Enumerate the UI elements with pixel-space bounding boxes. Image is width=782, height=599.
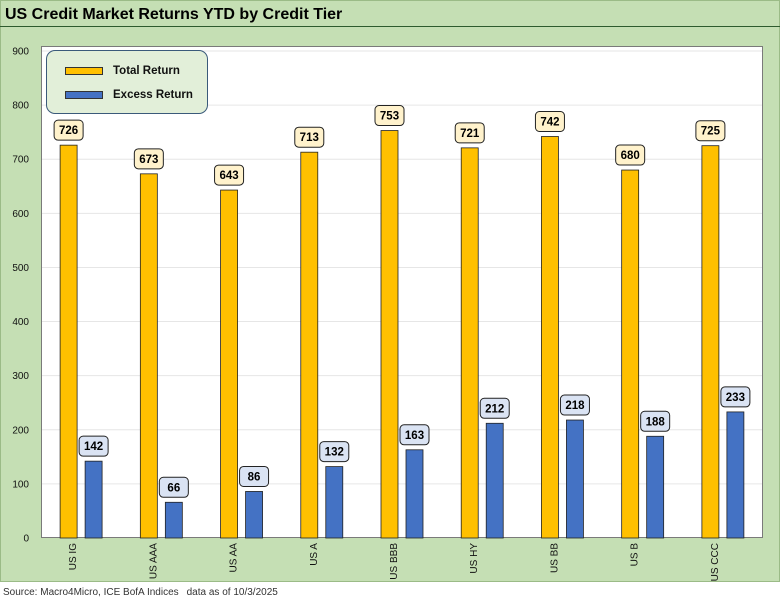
legend-label-total: Total Return [113,65,180,77]
data-date: data as of 10/3/2025 [186,587,278,598]
legend-item-total-return: Total Return [65,65,180,77]
x-tick-label: US IG [68,543,79,570]
bar-excess-return [164,501,183,539]
bar-total-return [59,144,78,539]
data-label-box-total-return [214,164,245,186]
bar-total-return [380,130,399,539]
data-label-excess-return: 66 [167,482,180,494]
data-label-box-excess-return [319,441,350,463]
bar-total-return [300,151,319,539]
bar-total-return [541,136,559,539]
data-label-total-return: 726 [59,125,78,137]
bar-total-return [139,173,158,539]
y-tick-label: 300 [12,371,29,382]
bar-excess-return [726,411,745,539]
y-tick-label: 500 [12,263,29,274]
data-label-box-excess-return [559,394,590,416]
data-label-box-total-return [374,105,405,127]
y-tick-label: 100 [12,479,29,490]
data-label-box-total-return [53,119,84,141]
y-tick-label: 400 [12,317,29,328]
data-label-box-excess-return [640,410,671,432]
y-tick-label: 700 [12,155,29,166]
data-label-total-return: 753 [380,111,399,123]
data-label-box-total-return [695,120,726,142]
bar-excess-return [325,466,344,539]
bar-excess-return [245,491,263,539]
data-label-total-return: 725 [701,126,721,138]
legend-item-excess-return: Excess Return [65,89,193,101]
data-label-box-total-return [534,110,565,132]
data-label-box-excess-return [239,465,270,487]
x-tick-label: US AA [229,543,240,573]
x-tick-label: US BBB [389,543,400,580]
data-label-box-total-return [294,126,325,148]
legend-label-excess: Excess Return [113,89,193,101]
data-label-box-excess-return [78,435,109,457]
bar-excess-return [485,422,504,539]
legend-swatch-total [65,66,103,75]
y-tick-label: 0 [23,534,29,545]
y-tick-label: 900 [12,47,29,58]
data-label-box-total-return [133,148,164,170]
data-label-total-return: 680 [621,150,640,162]
data-label-excess-return: 132 [325,447,344,459]
x-tick-label: US A [309,543,320,566]
bar-total-return [220,189,238,539]
bar-excess-return [405,449,424,539]
data-label-excess-return: 233 [726,392,745,404]
bar-excess-return [646,435,665,539]
data-label-total-return: 721 [460,128,480,140]
source-note: Source: Macro4Micro, ICE BofA Indices dat… [3,587,286,598]
data-label-box-total-return [615,144,646,166]
y-tick-label: 600 [12,209,29,220]
data-label-box-total-return [454,122,485,144]
x-tick-label: US B [630,543,641,567]
y-tick-label: 200 [12,425,29,436]
x-tick-label: US CCC [710,543,721,581]
data-label-excess-return: 86 [248,471,261,483]
data-label-box-excess-return [399,424,430,446]
plot-area [41,46,763,538]
data-label-total-return: 713 [300,132,319,144]
data-label-total-return: 643 [219,170,238,182]
x-tick-label: US AAA [148,543,159,579]
source-text: Source: Macro4Micro, ICE BofA Indices [3,587,179,598]
bar-excess-return [84,460,103,539]
x-tick-label: US HY [469,543,480,574]
data-label-excess-return: 142 [84,441,103,453]
data-label-excess-return: 212 [485,403,504,415]
bar-total-return [621,169,640,539]
data-label-box-excess-return [158,476,189,498]
data-label-box-excess-return [720,386,751,408]
data-label-excess-return: 218 [565,400,585,412]
legend-swatch-excess [65,90,103,99]
title-divider [0,26,780,27]
y-tick-label: 800 [12,101,29,112]
bar-total-return [460,147,479,539]
data-label-total-return: 673 [139,154,158,166]
legend: Total Return Excess Return [46,50,208,114]
bar-total-return [701,145,720,539]
data-label-total-return: 742 [540,116,559,128]
x-tick-label: US BB [549,543,560,573]
data-label-excess-return: 188 [646,416,666,428]
data-label-box-excess-return [479,397,510,419]
data-label-excess-return: 163 [405,430,424,442]
bar-excess-return [566,419,584,539]
chart-title: US Credit Market Returns YTD by Credit T… [5,6,343,23]
